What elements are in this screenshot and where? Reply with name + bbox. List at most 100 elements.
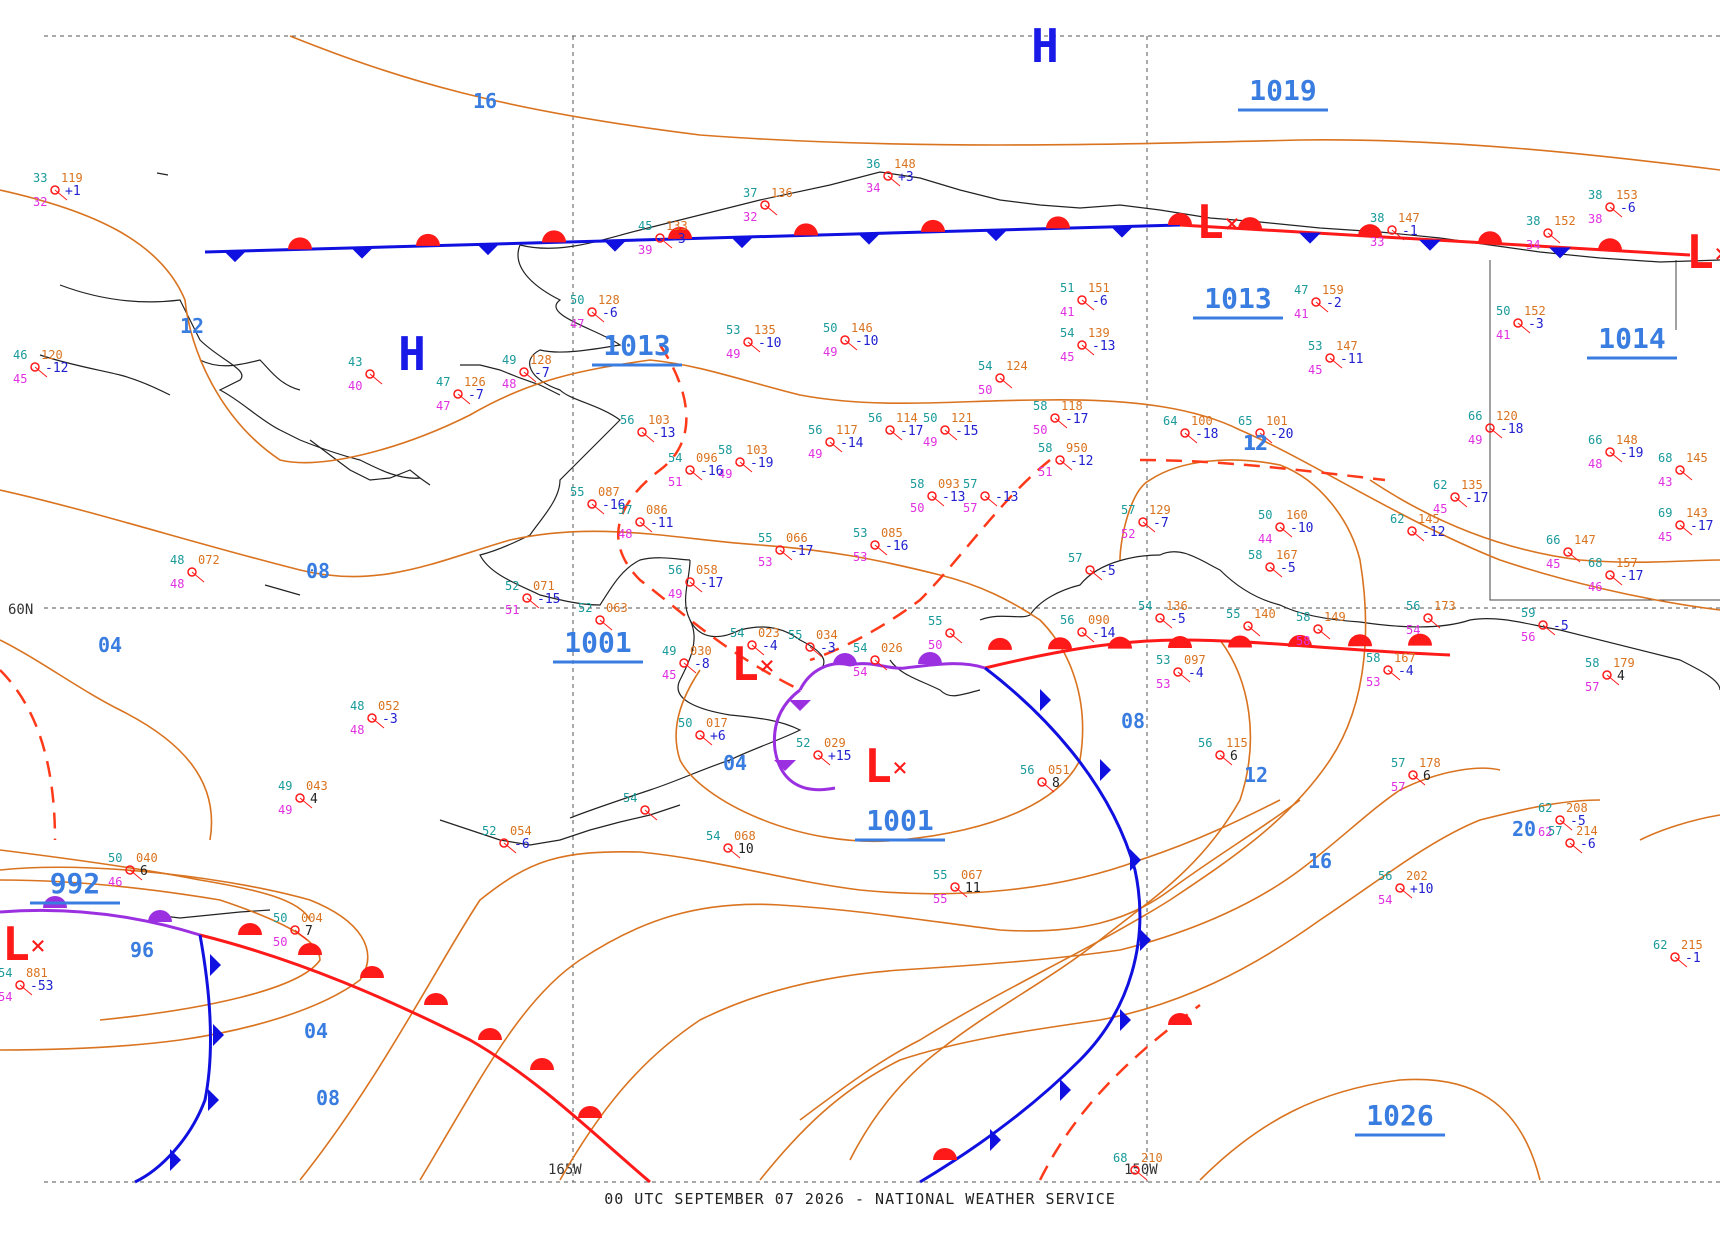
station-pressure: 103 (746, 443, 768, 457)
low-center-symbol: L (2, 917, 30, 971)
station-temp: 54 (1060, 326, 1074, 340)
station-temp: 68 (1658, 451, 1672, 465)
station-dewpoint: 54 (1378, 893, 1392, 907)
wind-barb (1609, 451, 1623, 463)
station-tendency: -2 (1326, 296, 1342, 311)
wind-barb (591, 311, 605, 323)
station-circle (367, 713, 377, 723)
station-plot: 68 157 46 -17 (1588, 556, 1643, 594)
station-tendency: -12 (45, 361, 68, 376)
cold-front-triangle (1419, 239, 1441, 251)
station-pressure: 135 (1461, 478, 1483, 492)
wind-barb (1081, 631, 1095, 643)
warm-front-semicircle (478, 1028, 502, 1040)
station-plot: 54 881 54 -53 (0, 966, 53, 1004)
station-temp: 64 (1163, 414, 1177, 428)
station-circle (805, 642, 815, 652)
station-dewpoint: 53 (1156, 677, 1170, 691)
occluded-front (798, 662, 986, 691)
station-tendency: -17 (700, 576, 723, 591)
station-tendency: -7 (534, 366, 550, 381)
station-plot: 58 149 58 (1296, 610, 1346, 648)
station-temp: 54 (706, 829, 720, 843)
warm-front-semicircle (933, 1148, 957, 1160)
station-temp: 56 (1060, 613, 1074, 627)
wind-barb (751, 644, 765, 656)
station-circle (295, 793, 305, 803)
station-pressure: 148 (1616, 433, 1638, 447)
station-tendency: -3 (382, 712, 398, 727)
station-plot: 38 152 34 (1526, 214, 1576, 252)
station-tendency: 6 (140, 864, 148, 879)
station-pressure: 173 (1434, 599, 1456, 613)
station-tendency: -5 (1570, 814, 1586, 829)
warm-front-semicircle (288, 237, 312, 250)
station-temp: 50 (823, 321, 837, 335)
station-tendency: -5 (1553, 619, 1569, 634)
station-tendency: -6 (1580, 837, 1596, 852)
station-tendency: 8 (1052, 776, 1060, 791)
wind-barb (1674, 956, 1688, 968)
cold-front-triangle (1130, 849, 1141, 871)
station-plot: 58 950 51 -12 (1038, 441, 1093, 479)
station-plot: 45 133 39 -3 (638, 219, 688, 257)
station-circle (735, 457, 745, 467)
station-temp: 50 (273, 911, 287, 925)
station-circle (743, 337, 753, 347)
station-temp: 55 (570, 485, 584, 499)
station-pressure: 121 (951, 411, 973, 425)
border-line (1489, 260, 1720, 601)
station-pressure: 023 (758, 626, 780, 640)
station-plot: 58 179 57 4 (1585, 656, 1635, 694)
station-temp: 50 (1258, 508, 1272, 522)
station-tendency: -20 (1270, 427, 1293, 442)
station-plot: 51 151 41 -6 (1060, 281, 1110, 319)
station-circle (1395, 883, 1405, 893)
station-circle (1085, 565, 1095, 575)
station-tendency: -5 (1170, 612, 1186, 627)
station-dewpoint: 57 (963, 501, 977, 515)
station-dewpoint: 53 (1366, 675, 1380, 689)
front-symbols (43, 213, 1622, 1171)
station-circle (1513, 318, 1523, 328)
isobar-value-label: 16 (473, 89, 497, 113)
station-tendency: -17 (1465, 491, 1488, 506)
station-pressure: 147 (1336, 339, 1358, 353)
station-tendency: -6 (602, 306, 618, 321)
station-plot: 66 147 45 (1546, 533, 1596, 571)
station-temp: 57 (963, 477, 977, 491)
station-circle (1138, 517, 1148, 527)
station-circle (1130, 1165, 1140, 1175)
station-temp: 53 (1156, 653, 1170, 667)
warm-front-semicircle (530, 1058, 554, 1070)
wind-barb (999, 377, 1013, 389)
station-plot: 56 173 54 (1406, 599, 1456, 637)
station-temp: 58 (1248, 548, 1262, 562)
station-plot: 57 178 57 6 (1391, 756, 1441, 794)
station-tendency: 4 (310, 792, 318, 807)
station-temp: 38 (1370, 211, 1384, 225)
high-center-symbol: H (1031, 19, 1059, 73)
station-dewpoint: 43 (1658, 475, 1672, 489)
station-pressure: 179 (1613, 656, 1635, 670)
warm-front-semicircle (1478, 231, 1502, 244)
warm-front-semicircle (1168, 1013, 1192, 1025)
station-pressure: 881 (26, 966, 48, 980)
station-pressure: 160 (1286, 508, 1308, 522)
station-circle (1408, 770, 1418, 780)
station-plot: 55 034-3 (788, 628, 838, 658)
station-dewpoint: 53 (758, 555, 772, 569)
station-circle (125, 865, 135, 875)
station-circle (950, 882, 960, 892)
station-dewpoint: 49 (718, 467, 732, 481)
wind-barb (1489, 427, 1503, 439)
station-circle (655, 233, 665, 243)
wind-barb (1041, 781, 1055, 793)
warm-front-semicircle (1228, 635, 1252, 648)
station-tendency: +15 (828, 749, 851, 764)
station-circle (1313, 624, 1323, 634)
station-temp: 57 (1391, 756, 1405, 770)
cold-front-triangle (985, 230, 1007, 242)
